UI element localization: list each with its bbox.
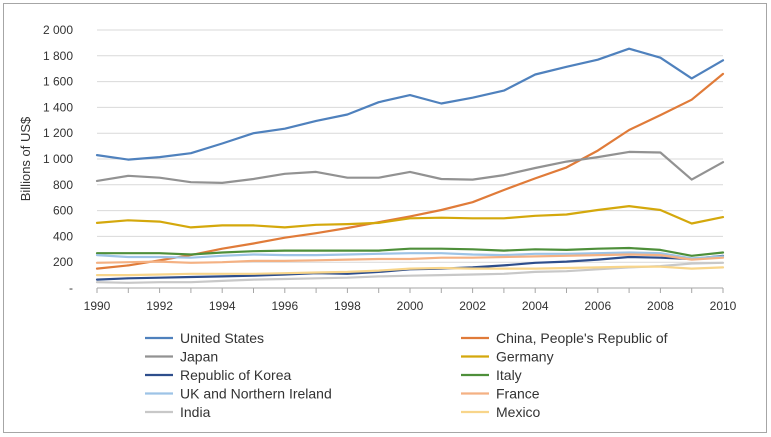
series-lines [95,47,725,284]
series-line [95,47,725,161]
x-tick-label: 2002 [459,299,486,313]
x-axis: 1990 1992 1994 1996 1998 2000 2002 2004 2006 2008… [84,287,737,313]
x-tick-label: 2010 [710,299,737,313]
y-tick-label: - [69,281,73,295]
x-tick-label: 2004 [522,299,549,313]
series-line [95,251,725,260]
y-axis-label: Billions of US$ [18,116,33,201]
x-tick-label: 2008 [647,299,674,313]
legend-label: Mexico [496,404,541,420]
x-tick-label: 2000 [397,299,424,313]
y-axis: - 200 400 600 800 1 000 1 200 1 400 1 600 1 800 2 … [43,23,73,295]
legend-label: UK and Northern Ireland [180,386,332,402]
x-tick-label: 1996 [271,299,298,313]
chart-frame [3,3,767,433]
y-tick-label: 400 [53,229,73,243]
legend-label: Germany [496,349,554,365]
legend-label: Italy [496,367,522,383]
y-tick-label: 1 200 [43,126,73,140]
y-tick-label: 1 000 [43,152,73,166]
legend: United States China, People's Republic of… [145,330,668,420]
y-tick-label: 200 [53,255,73,269]
series-line [95,205,725,229]
x-tick-label: 1998 [334,299,361,313]
y-tick-label: 1 600 [43,75,73,89]
legend-label: France [496,386,540,402]
legend-label: China, People's Republic of [496,330,668,346]
series-line [95,150,725,184]
x-tick-label: 1994 [209,299,236,313]
legend-label: India [180,404,211,420]
series-line [95,253,725,264]
x-tick-label: 1992 [146,299,173,313]
y-tick-label: 600 [53,204,73,218]
series-line [95,265,725,277]
legend-label: Republic of Korea [180,367,292,383]
x-tick-label: 2006 [584,299,611,313]
series-line [95,246,725,257]
y-tick-label: 1 400 [43,100,73,114]
y-tick-label: 1 800 [43,49,73,63]
y-tick-label: 800 [53,178,73,192]
legend-label: United States [180,330,264,346]
x-tick-label: 1990 [84,299,111,313]
legend-label: Japan [180,349,218,365]
y-tick-label: 2 000 [43,23,73,37]
